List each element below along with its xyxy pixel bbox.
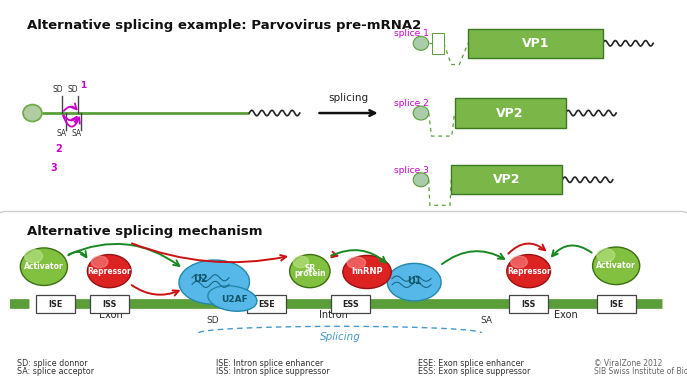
Ellipse shape	[343, 256, 392, 289]
FancyBboxPatch shape	[509, 295, 548, 313]
Text: splice 3: splice 3	[394, 166, 429, 175]
Circle shape	[413, 173, 429, 187]
Text: ESS: ESS	[342, 300, 359, 309]
Text: Repressor: Repressor	[507, 267, 550, 276]
Ellipse shape	[597, 249, 615, 262]
FancyBboxPatch shape	[0, 212, 687, 386]
Text: hnRNP: hnRNP	[351, 267, 383, 276]
Text: U2: U2	[194, 274, 208, 284]
Text: ISS: ISS	[102, 300, 116, 309]
Text: splice 1: splice 1	[394, 29, 429, 39]
FancyBboxPatch shape	[247, 295, 286, 313]
FancyBboxPatch shape	[36, 295, 75, 313]
Text: Alternative splicing mechanism: Alternative splicing mechanism	[27, 225, 262, 238]
Ellipse shape	[507, 254, 550, 288]
FancyBboxPatch shape	[90, 295, 128, 313]
FancyBboxPatch shape	[596, 295, 635, 313]
Text: c: c	[419, 177, 423, 183]
Text: splice 2: splice 2	[394, 99, 429, 108]
Circle shape	[413, 106, 429, 120]
Ellipse shape	[387, 263, 441, 301]
Text: Splicing: Splicing	[319, 332, 361, 342]
Text: splicing: splicing	[328, 93, 368, 103]
Text: ESS: Exon splice suppressor: ESS: Exon splice suppressor	[418, 367, 530, 376]
Text: U2AF: U2AF	[221, 295, 248, 304]
Text: SD: SD	[67, 85, 78, 94]
Ellipse shape	[290, 254, 330, 288]
Text: VP2: VP2	[497, 107, 524, 120]
Text: SA: SA	[56, 129, 67, 138]
Text: © ViralZone 2012: © ViralZone 2012	[594, 359, 662, 368]
Text: ISS: Intron splice suppressor: ISS: Intron splice suppressor	[216, 367, 329, 376]
Text: protein: protein	[294, 269, 326, 278]
Ellipse shape	[21, 248, 67, 286]
FancyBboxPatch shape	[451, 165, 563, 194]
Text: SA: SA	[480, 316, 492, 325]
Text: Repressor: Repressor	[87, 267, 131, 276]
Text: c: c	[419, 110, 423, 116]
Text: ISE: ISE	[609, 300, 623, 309]
FancyBboxPatch shape	[468, 29, 602, 58]
Ellipse shape	[87, 254, 131, 288]
Text: ISS: ISS	[521, 300, 536, 309]
Text: SR: SR	[304, 264, 315, 273]
Text: Activator: Activator	[24, 262, 64, 271]
Text: ISE: Intron splice enhancer: ISE: Intron splice enhancer	[216, 359, 323, 368]
Text: ISE: ISE	[48, 300, 63, 309]
Ellipse shape	[293, 256, 308, 267]
Text: ESE: ESE	[258, 300, 274, 309]
Text: VP2: VP2	[493, 173, 521, 186]
Text: VP1: VP1	[521, 37, 549, 50]
Text: SA: SA	[71, 129, 81, 138]
Text: SD: SD	[52, 85, 63, 94]
FancyBboxPatch shape	[455, 98, 565, 128]
FancyBboxPatch shape	[431, 33, 444, 54]
Text: ESE: Exon splice enhancer: ESE: Exon splice enhancer	[418, 359, 523, 368]
Ellipse shape	[347, 257, 365, 269]
Text: SD: splice donnor: SD: splice donnor	[17, 359, 88, 368]
Text: Intron: Intron	[319, 310, 348, 320]
Ellipse shape	[593, 247, 640, 284]
Text: 1: 1	[80, 81, 86, 90]
Text: SD: SD	[206, 316, 218, 325]
Text: Alternative splicing example: Parvovirus pre-mRNA2: Alternative splicing example: Parvovirus…	[27, 19, 421, 32]
Ellipse shape	[25, 250, 43, 263]
Circle shape	[413, 36, 429, 50]
Ellipse shape	[179, 260, 249, 304]
Text: Exon: Exon	[100, 310, 123, 320]
Text: SA: splice acceptor: SA: splice acceptor	[17, 367, 94, 376]
Text: c: c	[30, 108, 35, 118]
Circle shape	[23, 105, 42, 122]
Text: 2: 2	[56, 144, 62, 154]
Ellipse shape	[208, 286, 257, 311]
FancyBboxPatch shape	[0, 0, 687, 256]
Text: 3: 3	[51, 163, 58, 173]
Text: Exon: Exon	[554, 310, 578, 320]
FancyBboxPatch shape	[330, 295, 370, 313]
Text: Activator: Activator	[596, 261, 636, 270]
Ellipse shape	[510, 256, 528, 267]
Text: c: c	[419, 40, 423, 46]
Text: U1: U1	[407, 276, 422, 286]
Ellipse shape	[91, 256, 108, 267]
Text: SIB Swiss Institute of Bioinformatics: SIB Swiss Institute of Bioinformatics	[594, 367, 687, 376]
